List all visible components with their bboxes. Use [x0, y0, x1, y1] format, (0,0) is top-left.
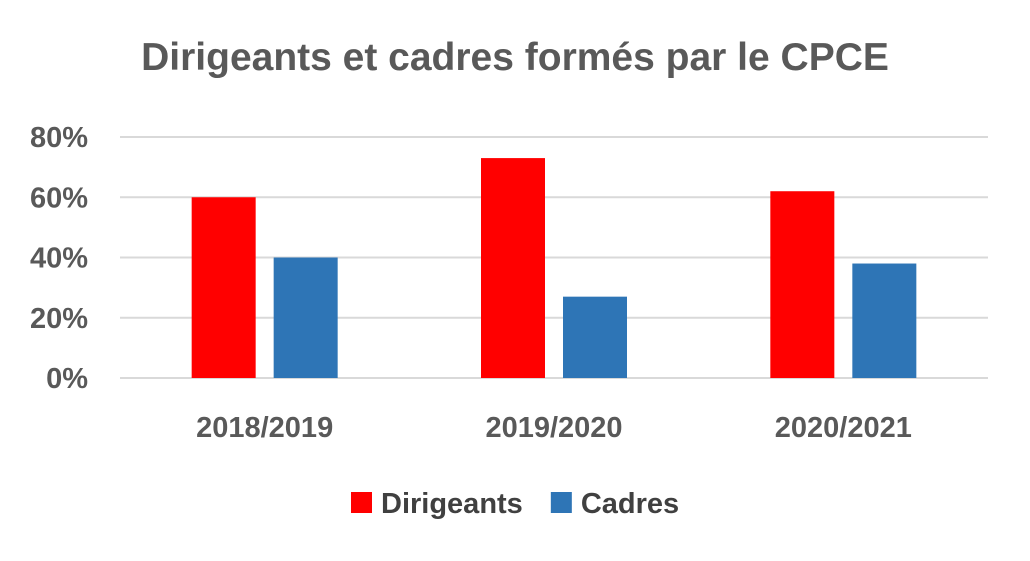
y-tick-label: 0%	[46, 363, 88, 395]
bars	[191, 158, 917, 378]
y-tick-label: 20%	[30, 303, 88, 335]
x-category-label: 2018/2019	[196, 412, 333, 444]
bar-dirigeants-1	[191, 197, 256, 378]
legend-swatch-dirigeants	[351, 492, 372, 513]
x-category-label: 2020/2021	[775, 412, 912, 444]
x-axis-categories: 2018/2019 2019/2020 2020/2021	[196, 412, 912, 444]
legend-swatch-cadres	[550, 492, 572, 513]
chart-title: Dirigeants et cadres formés par le CPCE	[141, 36, 889, 79]
x-category-label: 2019/2020	[485, 412, 622, 444]
bar-dirigeants-3	[770, 191, 835, 378]
y-tick-label: 40%	[30, 243, 88, 275]
bar-cadres-3	[852, 263, 917, 378]
y-tick-label: 60%	[30, 182, 88, 214]
bar-cadres-2	[563, 296, 627, 378]
legend-label-cadres: Cadres	[581, 488, 679, 520]
legend: Dirigeants Cadres	[351, 488, 679, 520]
bar-cadres-1	[273, 257, 338, 378]
gridlines	[120, 136, 988, 379]
legend-label-dirigeants: Dirigeants	[381, 488, 523, 520]
bar-dirigeants-2	[481, 158, 545, 378]
y-axis-ticks: 0% 20% 40% 60% 80%	[30, 122, 88, 395]
y-tick-label: 80%	[30, 122, 88, 154]
